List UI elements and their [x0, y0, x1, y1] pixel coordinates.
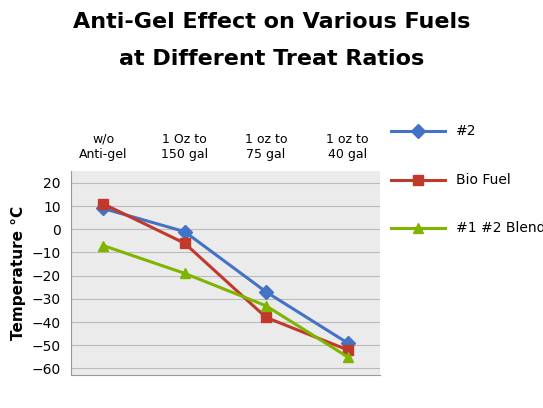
Text: #2: #2 [456, 124, 477, 137]
#1 #2 Blend [263, 304, 269, 308]
Text: Anti-Gel Effect on Various Fuels: Anti-Gel Effect on Various Fuels [73, 12, 470, 32]
#2 [181, 229, 188, 234]
Line: #1 #2 Blend: #1 #2 Blend [98, 241, 352, 361]
#1 #2 Blend [100, 243, 106, 248]
#2 [344, 340, 351, 345]
Text: Bio Fuel: Bio Fuel [456, 173, 511, 186]
Line: Bio Fuel: Bio Fuel [98, 199, 352, 355]
#2 [100, 206, 106, 211]
Text: at Different Treat Ratios: at Different Treat Ratios [119, 49, 424, 69]
Bio Fuel [100, 202, 106, 206]
Bio Fuel [181, 241, 188, 246]
Y-axis label: Temperature °C: Temperature °C [11, 206, 26, 340]
#1 #2 Blend [344, 355, 351, 359]
#2 [263, 289, 269, 294]
#1 #2 Blend [181, 271, 188, 276]
Text: #1 #2 Blend: #1 #2 Blend [456, 222, 543, 235]
Line: #2: #2 [98, 204, 352, 348]
Bio Fuel [344, 348, 351, 353]
Bio Fuel [263, 315, 269, 320]
